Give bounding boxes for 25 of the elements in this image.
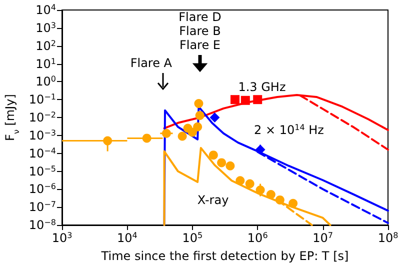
- y-tick-label: 10$^{−4}$: [28, 146, 56, 160]
- y-tick-label: 10$^{4}$: [36, 2, 56, 17]
- y-tick-label: 10$^{3}$: [36, 20, 56, 35]
- y-tick-label: 10$^{1}$: [36, 56, 56, 71]
- x-tick-label: 10$^{7}$: [312, 230, 333, 245]
- y-tick-label: 10$^{−6}$: [28, 182, 56, 196]
- annotation: Flare D Flare B Flare E: [178, 10, 222, 52]
- x-tick-label: 10$^{5}$: [182, 230, 203, 245]
- x-tick-label: 10$^{3}$: [52, 230, 72, 245]
- annotation: X-ray: [197, 193, 229, 207]
- x-axis-title: Time since the first detection by EP: T [s]: [100, 249, 349, 263]
- y-tick-label: 10$^{−3}$: [28, 128, 56, 142]
- x-tick-label: 10$^{4}$: [117, 230, 138, 245]
- y-tick-label: 10$^{−7}$: [28, 200, 56, 214]
- annotation: 1.3 GHz: [238, 80, 286, 94]
- annotation: Flare A: [130, 56, 173, 70]
- x-tick-label: 10$^{6}$: [247, 230, 268, 245]
- y-tick-label: 10$^{−8}$: [28, 218, 56, 232]
- annotation: 2 × 10$^{14}$ Hz: [254, 122, 324, 137]
- x-tick-label: 10$^{8}$: [378, 230, 398, 245]
- y-tick-label: 10$^{−1}$: [28, 92, 56, 107]
- y-tick-label: 10$^{2}$: [36, 38, 56, 53]
- y-tick-label: 10$^{−2}$: [28, 110, 56, 124]
- y-tick-label: 10$^{0}$: [36, 74, 56, 89]
- y-tick-label: 10$^{−5}$: [28, 164, 56, 178]
